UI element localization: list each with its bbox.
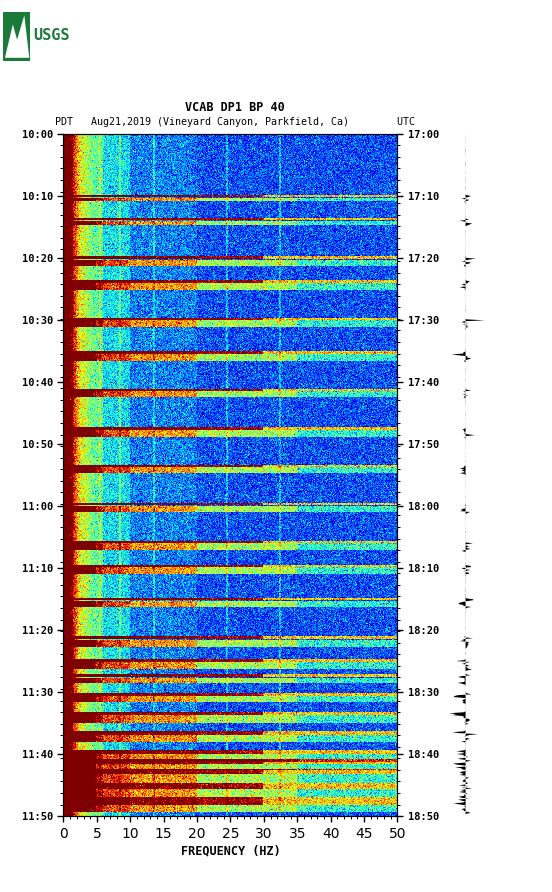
FancyBboxPatch shape: [3, 12, 30, 61]
X-axis label: FREQUENCY (HZ): FREQUENCY (HZ): [181, 845, 280, 858]
Polygon shape: [5, 15, 29, 58]
Text: PDT   Aug21,2019 (Vineyard Canyon, Parkfield, Ca)        UTC: PDT Aug21,2019 (Vineyard Canyon, Parkfie…: [55, 117, 415, 127]
Text: USGS: USGS: [33, 28, 70, 43]
Text: VCAB DP1 BP 40: VCAB DP1 BP 40: [185, 101, 284, 114]
